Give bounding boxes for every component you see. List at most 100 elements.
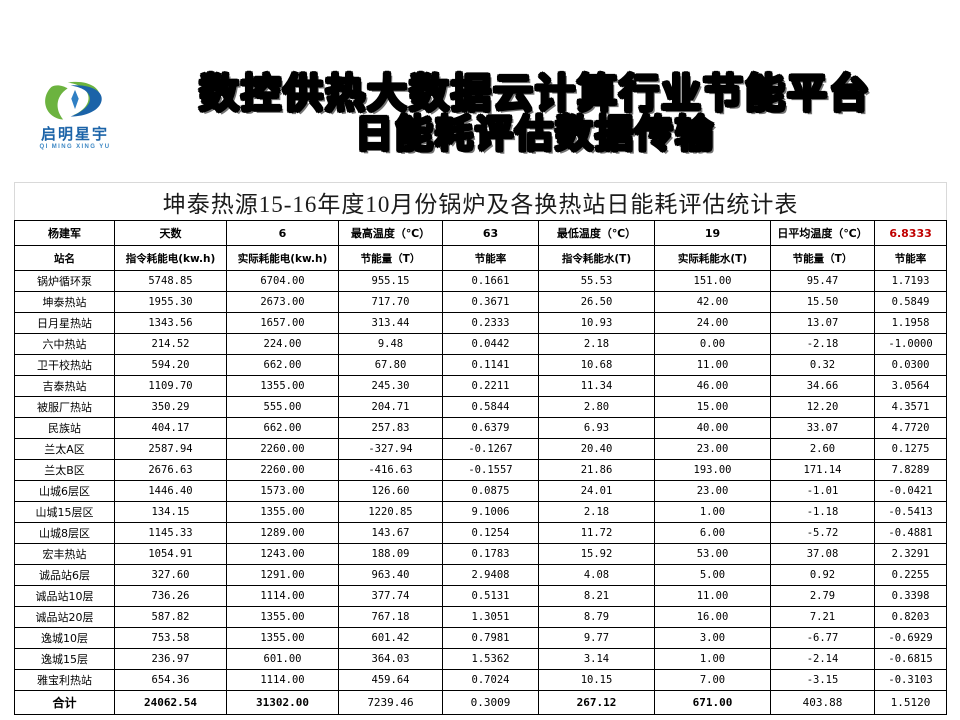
station-name-cell: 诚品站20层	[14, 606, 115, 628]
value-cell-6: 6.00	[654, 522, 771, 544]
value-cell-6: 46.00	[654, 375, 771, 397]
value-cell-3: 257.83	[338, 417, 443, 439]
value-cell-6: 1.00	[654, 501, 771, 523]
value-cell-1: 1109.70	[114, 375, 227, 397]
total-value-cell-1: 24062.54	[114, 690, 227, 715]
value-cell-3: 245.30	[338, 375, 443, 397]
meta-cell-1: 天数	[114, 220, 227, 246]
value-cell-8: 1.1958	[873, 312, 948, 334]
value-cell-6: 23.00	[654, 480, 771, 502]
value-cell-7: 171.14	[770, 459, 875, 481]
statistics-table-wrapper: 坤泰热源15-16年度10月份锅炉及各换热站日能耗评估统计表 杨建军 天数 6 最高温度…	[13, 182, 948, 715]
table-row: 雅宝利热站 654.36 1114.00 459.64 0.7024 10.15 7.00-…	[14, 669, 948, 691]
station-name-cell: 六中热站	[14, 333, 115, 355]
total-value-cell-2: 31302.00	[226, 690, 339, 715]
value-cell-4: 0.7981	[442, 627, 539, 649]
value-cell-1: 350.29	[114, 396, 227, 418]
value-cell-1: 587.82	[114, 606, 227, 628]
station-name-cell: 日月星热站	[14, 312, 115, 334]
meta-cell-4: 63	[442, 220, 539, 246]
value-cell-4: 9.1006	[442, 501, 539, 523]
value-cell-2: 2260.00	[226, 459, 339, 481]
value-cell-1: 134.15	[114, 501, 227, 523]
value-cell-2: 1243.00	[226, 543, 339, 565]
value-cell-1: 1955.30	[114, 291, 227, 313]
value-cell-7: 2.60	[770, 438, 875, 460]
value-cell-1: 753.58	[114, 627, 227, 649]
value-cell-5: 10.93	[538, 312, 655, 334]
value-cell-5: 11.34	[538, 375, 655, 397]
value-cell-8: -1.0000	[873, 333, 948, 355]
station-name-cell: 诚品站10层	[14, 585, 115, 607]
value-cell-2: 1114.00	[226, 669, 339, 691]
value-cell-8: 7.8289	[873, 459, 948, 481]
value-cell-8: 0.5849	[873, 291, 948, 313]
value-cell-5: 15.92	[538, 543, 655, 565]
station-name-cell: 山城8层区	[14, 522, 115, 544]
value-cell-8: -0.0421	[873, 480, 948, 502]
value-cell-2: 1657.00	[226, 312, 339, 334]
value-cell-3: 377.74	[338, 585, 443, 607]
value-cell-2: 662.00	[226, 417, 339, 439]
logo-name-pinyin: QI MING XING YU	[39, 143, 111, 150]
value-cell-2: 1355.00	[226, 375, 339, 397]
value-cell-3: 459.64	[338, 669, 443, 691]
value-cell-3: -416.63	[338, 459, 443, 481]
value-cell-4: 1.3051	[442, 606, 539, 628]
value-cell-5: 4.08	[538, 564, 655, 586]
table-row: 被服厂热站 350.29 555.00 204.71 0.5844 2.80 15.00 12…	[14, 396, 948, 418]
value-cell-7: -2.18	[770, 333, 875, 355]
column-header-5: 指令耗能水(T)	[538, 245, 655, 271]
station-name-cell: 被服厂热站	[14, 396, 115, 418]
value-cell-3: 204.71	[338, 396, 443, 418]
value-cell-2: 1573.00	[226, 480, 339, 502]
value-cell-6: 24.00	[654, 312, 771, 334]
station-name-cell: 诚品站6层	[14, 564, 115, 586]
table-row: 六中热站 214.52 224.00 9.48 0.0442 2.18 0.00 -2.18-…	[14, 333, 948, 355]
total-label-cell: 合计	[14, 690, 115, 715]
column-header-4: 节能率	[442, 245, 539, 271]
value-cell-3: 717.70	[338, 291, 443, 313]
value-cell-6: 1.00	[654, 648, 771, 670]
value-cell-6: 0.00	[654, 333, 771, 355]
value-cell-7: 33.07	[770, 417, 875, 439]
value-cell-5: 21.86	[538, 459, 655, 481]
page-title-line1: 数控供热大数据云计算行业节能平台	[198, 70, 871, 117]
value-cell-4: 0.1141	[442, 354, 539, 376]
value-cell-5: 9.77	[538, 627, 655, 649]
value-cell-1: 1446.40	[114, 480, 227, 502]
value-cell-4: -0.1267	[442, 438, 539, 460]
value-cell-1: 214.52	[114, 333, 227, 355]
value-cell-2: 1355.00	[226, 627, 339, 649]
value-cell-2: 224.00	[226, 333, 339, 355]
value-cell-3: 9.48	[338, 333, 443, 355]
meta-cell-0: 杨建军	[14, 220, 115, 246]
value-cell-6: 11.00	[654, 354, 771, 376]
total-value-cell-8: 1.5120	[873, 690, 948, 715]
value-cell-7: -2.14	[770, 648, 875, 670]
value-cell-5: 8.21	[538, 585, 655, 607]
value-cell-7: -3.15	[770, 669, 875, 691]
value-cell-6: 16.00	[654, 606, 771, 628]
station-name-cell: 卫干校热站	[14, 354, 115, 376]
value-cell-5: 26.50	[538, 291, 655, 313]
value-cell-6: 5.00	[654, 564, 771, 586]
value-cell-7: 12.20	[770, 396, 875, 418]
column-header-0: 站名	[14, 245, 115, 271]
total-value-cell-7: 403.88	[770, 690, 875, 715]
total-value-cell-3: 7239.46	[338, 690, 443, 715]
value-cell-4: 0.0875	[442, 480, 539, 502]
energy-statistics-table: 坤泰热源15-16年度10月份锅炉及各换热站日能耗评估统计表 杨建军 天数 6 最高温度…	[13, 182, 948, 715]
value-cell-4: 0.1254	[442, 522, 539, 544]
value-cell-6: 42.00	[654, 291, 771, 313]
value-cell-2: 662.00	[226, 354, 339, 376]
value-cell-8: 2.3291	[873, 543, 948, 565]
table-meta-row: 杨建军 天数 6 最高温度（℃） 63 最低温度（℃） 19 日平均温度（℃） 6.8333	[14, 220, 948, 246]
station-name-cell: 兰太A区	[14, 438, 115, 460]
value-cell-7: -6.77	[770, 627, 875, 649]
column-header-2: 实际耗能电(kw.h)	[226, 245, 339, 271]
value-cell-8: 4.3571	[873, 396, 948, 418]
table-row: 山城6层区 1446.40 1573.00 126.60 0.0875 24.01 23.0…	[14, 480, 948, 502]
value-cell-7: 15.50	[770, 291, 875, 313]
value-cell-5: 20.40	[538, 438, 655, 460]
